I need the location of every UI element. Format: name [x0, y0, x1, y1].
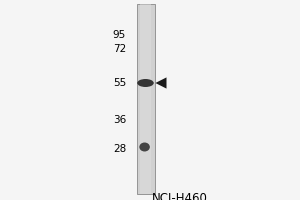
Text: 72: 72: [113, 44, 126, 54]
Ellipse shape: [137, 79, 154, 87]
Polygon shape: [155, 77, 167, 89]
Text: NCI-H460: NCI-H460: [152, 192, 208, 200]
Bar: [140, 4, 151, 194]
Ellipse shape: [139, 142, 150, 152]
Text: 55: 55: [113, 78, 126, 88]
Text: 28: 28: [113, 144, 126, 154]
Text: 95: 95: [113, 30, 126, 40]
Text: 36: 36: [113, 115, 126, 125]
Bar: [136, 4, 154, 194]
